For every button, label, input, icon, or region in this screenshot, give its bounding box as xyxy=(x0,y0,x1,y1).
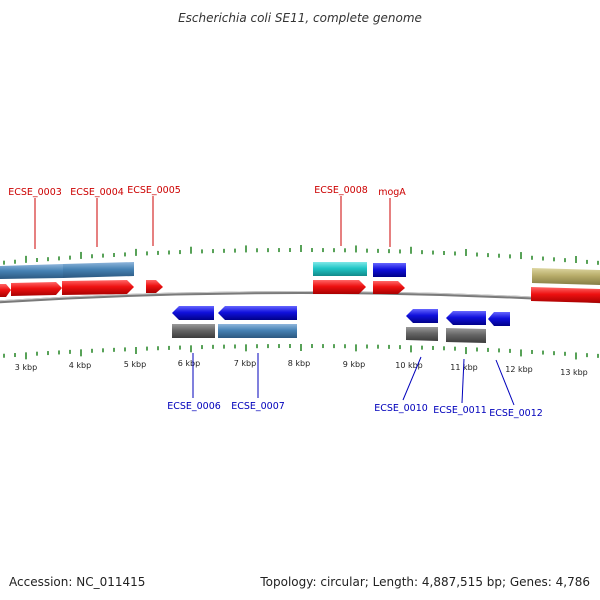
label-leader-line xyxy=(461,358,465,404)
cds-reverse-arrow[interactable] xyxy=(406,309,438,323)
ruler-label: 7 kbp xyxy=(234,359,256,368)
gene-block-gray[interactable] xyxy=(446,328,486,343)
gene-label-ecse-0004[interactable]: ECSE_0004 xyxy=(70,187,124,198)
top-gene-labels: ECSE_0003 ECSE_0004 ECSE_0005 ECSE_0008 … xyxy=(8,185,406,249)
gene-label-ecse-0010[interactable]: ECSE_0010 xyxy=(374,403,428,414)
bottom-gene-labels: ECSE_0006 ECSE_0007 ECSE_0010 ECSE_0011 … xyxy=(167,353,543,419)
cds-forward-arrow[interactable] xyxy=(313,280,366,294)
cds-forward-arrow[interactable] xyxy=(146,280,163,293)
ruler-label: 4 kbp xyxy=(69,361,91,370)
gene-label-ecse-0012[interactable]: ECSE_0012 xyxy=(489,408,543,419)
gene-label-ecse-0007[interactable]: ECSE_0007 xyxy=(231,401,285,412)
ruler-label: 9 kbp xyxy=(343,360,365,369)
top-tick-ruler xyxy=(3,245,599,265)
gene-label-ecse-0008[interactable]: ECSE_0008 xyxy=(314,185,368,196)
gene-block-steel[interactable] xyxy=(63,262,134,278)
cds-reverse-arrow[interactable] xyxy=(218,306,297,320)
gene-label-ecse-0006[interactable]: ECSE_0006 xyxy=(167,401,221,412)
accession-text: Accession: NC_011415 xyxy=(9,575,145,589)
bottom-tick-ruler xyxy=(3,344,599,360)
label-leader-line xyxy=(495,359,515,406)
genome-backbone-highlight xyxy=(0,291,600,302)
gene-block-olive[interactable] xyxy=(532,268,600,285)
map-title: Escherichia coli SE11, complete genome xyxy=(178,11,422,25)
gene-block-steel[interactable] xyxy=(0,264,63,279)
ruler-label: 3 kbp xyxy=(15,363,37,372)
ruler-label: 12 kbp xyxy=(505,365,533,374)
cds-reverse-arrow[interactable] xyxy=(172,306,214,320)
ruler-label: 6 kbp xyxy=(178,359,200,368)
ruler-label: 10 kbp xyxy=(395,361,423,370)
reverse-cds-track xyxy=(172,306,510,326)
inner-gene-track xyxy=(172,324,486,343)
gene-label-ecse-0011[interactable]: ECSE_0011 xyxy=(433,405,487,416)
gene-block-steel[interactable] xyxy=(218,324,297,338)
genome-backbone xyxy=(0,291,600,304)
cds-reverse-arrow[interactable] xyxy=(488,312,510,326)
label-leader-line xyxy=(402,356,422,401)
gene-label-ecse-0003[interactable]: ECSE_0003 xyxy=(8,187,62,198)
ruler-label: 13 kbp xyxy=(560,368,588,377)
gene-label-ecse-0005[interactable]: ECSE_0005 xyxy=(127,185,181,196)
cds-forward-arrow[interactable] xyxy=(11,282,62,296)
outer-gene-track xyxy=(0,262,600,285)
gene-block-gray[interactable] xyxy=(406,327,438,341)
ruler-label: 5 kbp xyxy=(124,360,146,369)
cds-forward-arrow[interactable] xyxy=(531,287,600,303)
cds-reverse-arrow[interactable] xyxy=(446,311,486,325)
gene-block-blue[interactable] xyxy=(373,263,406,277)
genome-summary-text: Topology: circular; Length: 4,887,515 bp… xyxy=(259,575,590,589)
gene-block-cyan[interactable] xyxy=(313,262,367,276)
forward-cds-track xyxy=(0,280,600,303)
cds-forward-arrow[interactable] xyxy=(0,284,11,297)
ruler-label: 8 kbp xyxy=(288,359,310,368)
cds-forward-arrow[interactable] xyxy=(62,280,134,295)
gene-block-gray[interactable] xyxy=(172,324,215,338)
cds-forward-arrow[interactable] xyxy=(373,281,405,294)
gene-label-moga[interactable]: mogA xyxy=(378,187,406,198)
